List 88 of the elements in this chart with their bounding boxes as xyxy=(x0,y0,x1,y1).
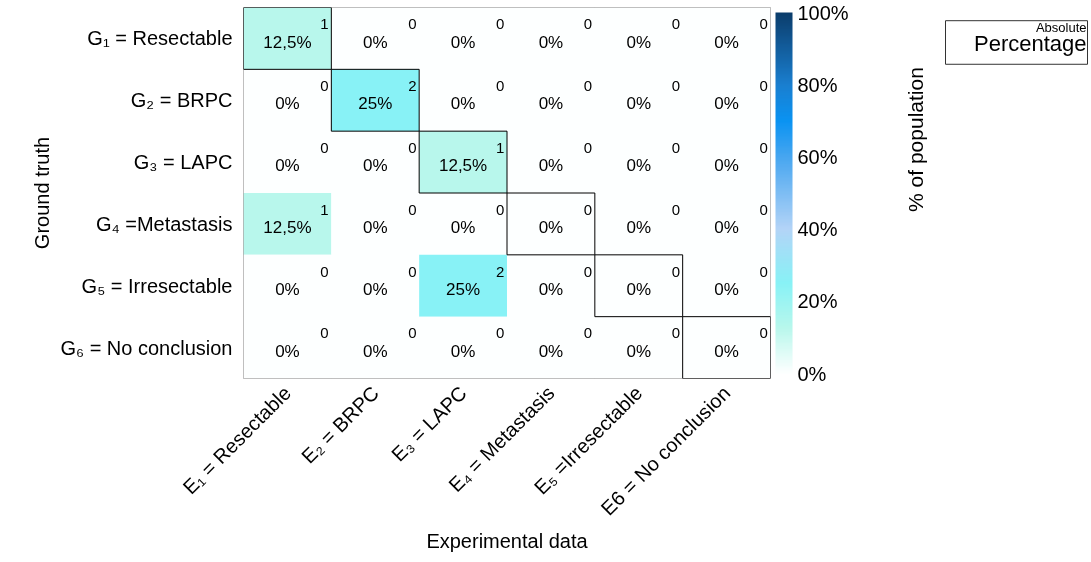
data-label: 0% xyxy=(538,94,564,114)
data-label: 0% xyxy=(626,94,652,114)
annotation: 0 xyxy=(583,77,593,95)
annotation: 0 xyxy=(759,262,768,280)
annotation: 0 xyxy=(496,15,505,33)
annotation: 2 xyxy=(408,77,417,95)
data-label: 0% xyxy=(450,218,476,238)
data-label: 12,5% xyxy=(263,32,312,52)
data-label: 0% xyxy=(714,32,739,52)
data-label: 0% xyxy=(275,156,300,176)
annotation: 0 xyxy=(408,262,417,280)
data-label: 0% xyxy=(538,32,564,52)
data-label: 0% xyxy=(450,341,476,361)
color-bar-label: 20% xyxy=(797,290,838,313)
annotation: 0 xyxy=(671,262,681,280)
data-label: 0% xyxy=(714,218,739,238)
y-tick-label: G₅ = Irresectable xyxy=(81,274,233,297)
data-label: 0% xyxy=(538,156,564,176)
color-bar-label: 60% xyxy=(797,145,838,168)
data-label: 0% xyxy=(538,279,564,299)
x-axis-title: Experimental data xyxy=(426,530,589,553)
annotation: 2 xyxy=(496,262,505,280)
y-tick-label: G₃ = LAPC xyxy=(133,151,233,174)
annotation: 0 xyxy=(320,324,329,342)
data-label: 0% xyxy=(626,156,652,176)
data-label: 0% xyxy=(626,341,652,361)
annotation: 0 xyxy=(496,200,505,218)
annotation: 0 xyxy=(320,262,329,280)
annotation: 0 xyxy=(583,15,593,33)
annotation: 0 xyxy=(759,324,768,342)
text: Absolute xyxy=(1035,19,1087,35)
annotation: 0 xyxy=(320,138,329,156)
annotation: 0 xyxy=(671,138,681,156)
data-label: 12,5% xyxy=(263,218,312,238)
data-label: 0% xyxy=(714,341,739,361)
annotation: 0 xyxy=(408,15,417,33)
annotation: 0 xyxy=(408,200,417,218)
data-label: 0% xyxy=(362,156,388,176)
data-label: 0% xyxy=(275,279,300,299)
data-label: 0% xyxy=(626,218,652,238)
y-tick-label: G₂ = BRPC xyxy=(130,89,233,112)
data-label: 0% xyxy=(538,218,564,238)
data-label: 0% xyxy=(275,341,300,361)
data-label: 25% xyxy=(358,94,393,114)
data-label: 0% xyxy=(626,279,652,299)
data-label: 0% xyxy=(362,341,388,361)
annotation: 0 xyxy=(759,200,768,218)
data-label: 25% xyxy=(446,279,481,299)
annotation: 0 xyxy=(496,77,505,95)
data-label: 0% xyxy=(362,279,388,299)
data-label: 0% xyxy=(714,94,739,114)
y-tick-label: G₄ =Metastasis xyxy=(95,212,233,235)
annotation: 0 xyxy=(320,77,329,95)
data-label: 0% xyxy=(275,94,300,114)
color-bar-label: 40% xyxy=(797,218,838,241)
annotation: 0 xyxy=(759,77,768,95)
annotation: 1 xyxy=(320,200,329,218)
annotation: 0 xyxy=(408,324,417,342)
annotation: 0 xyxy=(583,262,593,280)
data-label: 0% xyxy=(362,218,388,238)
y-tick-label: G₆ = No conclusion xyxy=(60,336,233,359)
data-label: 12,5% xyxy=(438,156,488,176)
y-axis-title: Ground truth xyxy=(31,136,54,250)
annotation: 0 xyxy=(671,324,681,342)
annotation: 0 xyxy=(671,200,681,218)
data-label: 0% xyxy=(714,279,739,299)
annotation: 0 xyxy=(759,15,768,33)
data-label: 0% xyxy=(538,341,564,361)
annotation: 0 xyxy=(583,138,593,156)
color-bar-label: 0% xyxy=(797,362,827,385)
color-bar-label: 100% xyxy=(797,1,849,24)
annotation: 0 xyxy=(496,324,505,342)
color-bar-title: % of population xyxy=(904,67,927,212)
y-tick-label: G₁ = Resectable xyxy=(87,27,233,50)
color-bar-label: 80% xyxy=(797,73,838,96)
annotation: 0 xyxy=(583,200,593,218)
annotation: 1 xyxy=(320,15,329,33)
annotation: 0 xyxy=(408,138,417,156)
data-label: 0% xyxy=(626,32,652,52)
annotation: 0 xyxy=(671,77,681,95)
annotation: 0 xyxy=(583,324,593,342)
data-label: 0% xyxy=(450,94,476,114)
data-label: 0% xyxy=(714,156,739,176)
data-label: 0% xyxy=(450,32,476,52)
annotation: 0 xyxy=(759,138,768,156)
annotation: 1 xyxy=(496,138,505,156)
annotation: 0 xyxy=(671,15,681,33)
data-label: 0% xyxy=(362,32,388,52)
